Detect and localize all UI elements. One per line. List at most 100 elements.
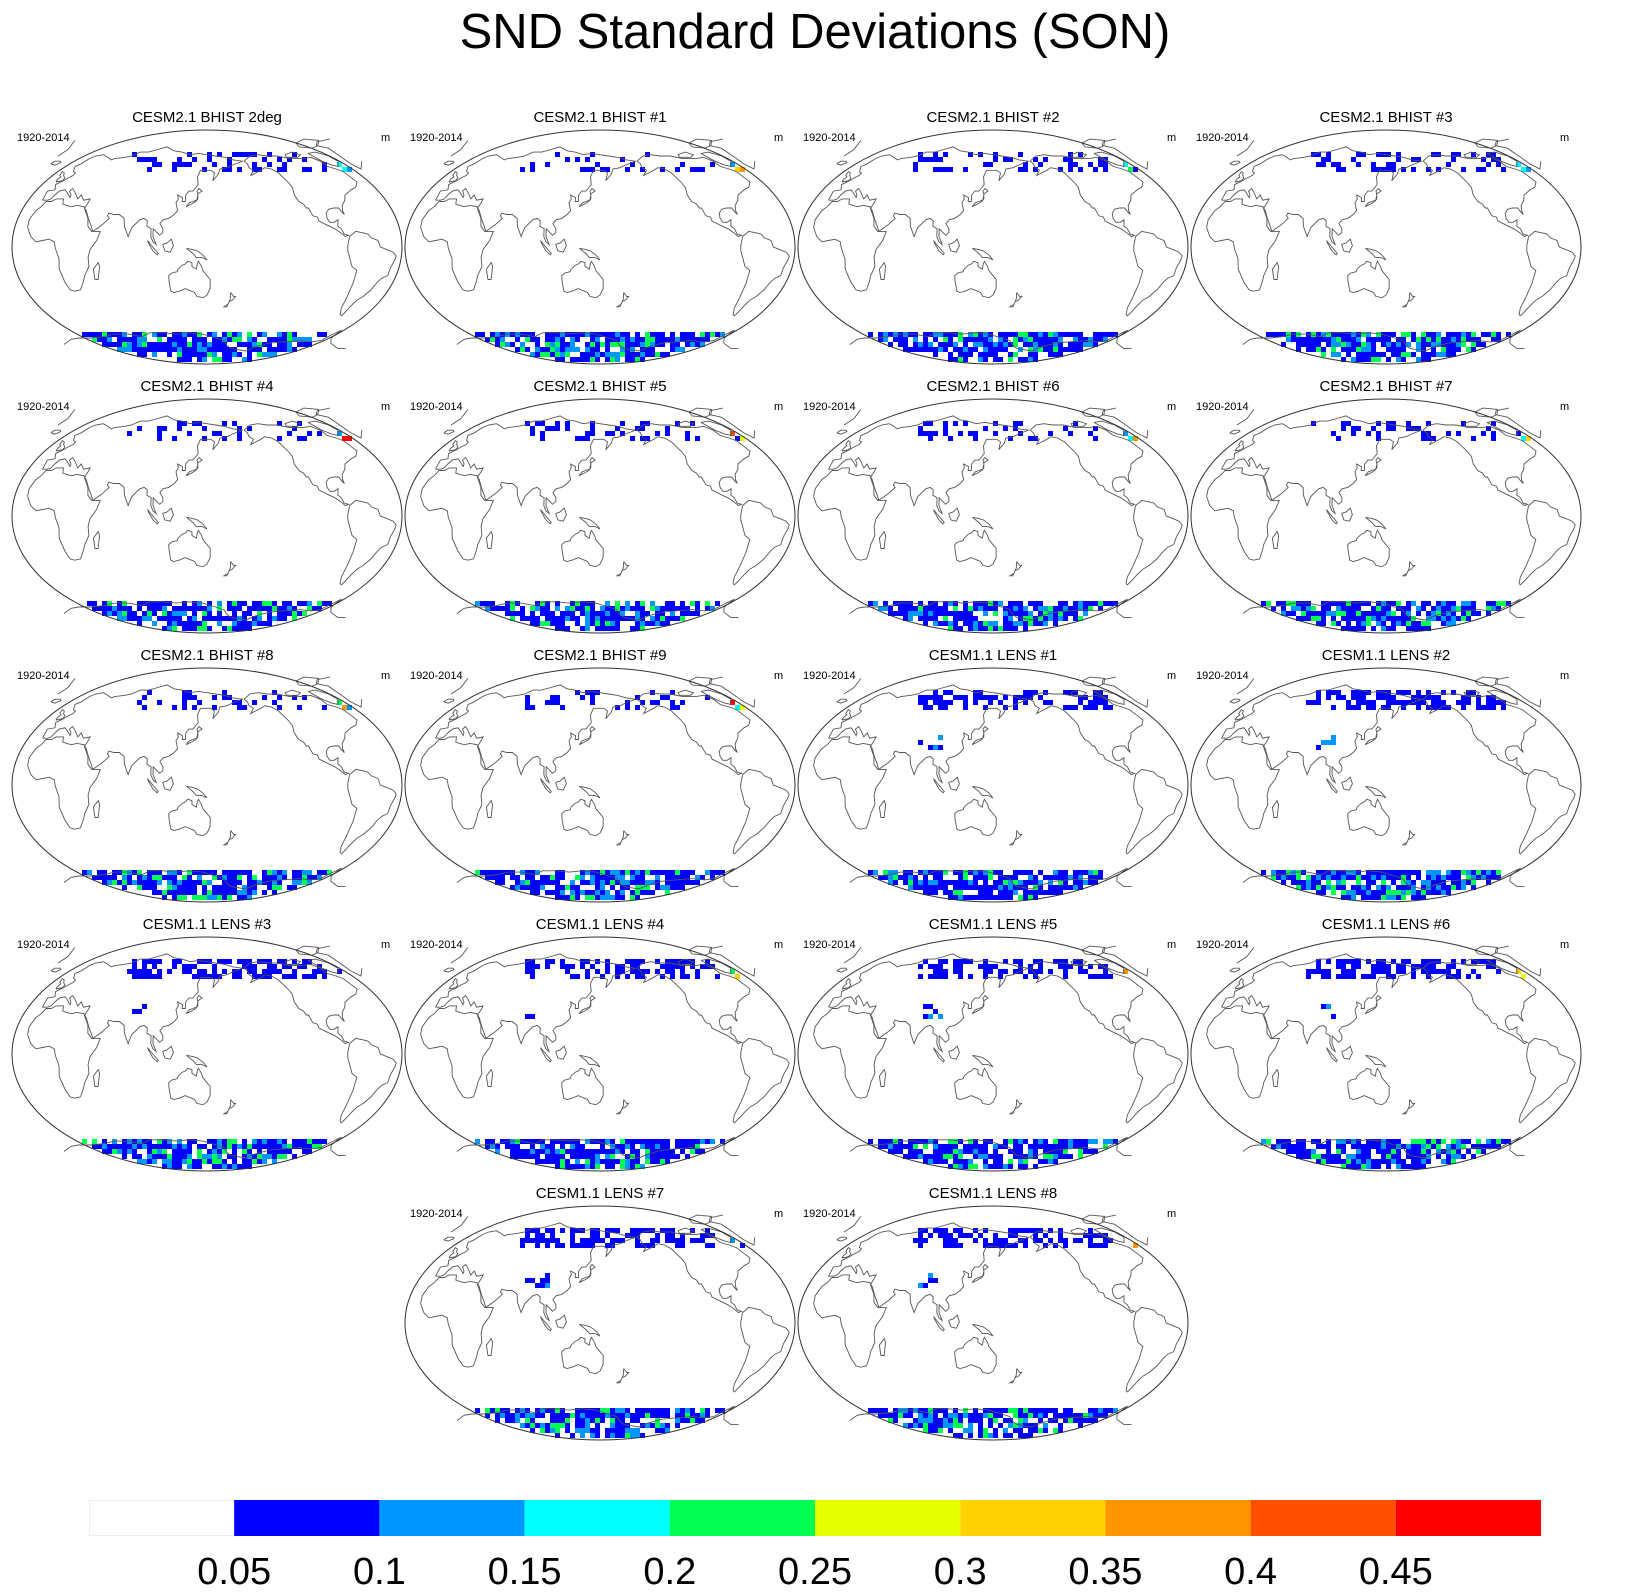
snd-cell [908, 1149, 913, 1154]
snd-cell [282, 167, 287, 172]
snd-cell [1391, 875, 1396, 880]
snd-cell [177, 621, 182, 626]
snd-cell [1361, 357, 1366, 362]
snd-cell [1098, 1243, 1103, 1248]
snd-cell [958, 890, 963, 895]
snd-cell [1361, 347, 1366, 352]
coastline-greenland [843, 138, 1149, 170]
snd-cell [998, 337, 1003, 342]
snd-cell [1376, 885, 1381, 890]
snd-cell [913, 1238, 918, 1243]
snd-cell [575, 436, 580, 441]
snd-cell [1296, 880, 1301, 885]
snd-cell [923, 606, 928, 611]
snd-cell [585, 1243, 590, 1248]
snd-cell [1008, 885, 1013, 890]
snd-cell [297, 337, 302, 342]
snd-cell [1063, 870, 1068, 875]
snd-cell [1053, 616, 1058, 621]
snd-cell [530, 870, 535, 875]
snd-cell [237, 436, 242, 441]
snd-cell [1356, 606, 1361, 611]
snd-cell [938, 705, 943, 710]
snd-cell [1401, 870, 1406, 875]
snd-cell [1028, 616, 1033, 621]
snd-cell [1113, 601, 1118, 606]
snd-cell [1316, 1159, 1321, 1164]
snd-cell [898, 1144, 903, 1149]
snd-cell [157, 880, 162, 885]
snd-cell [112, 1144, 117, 1149]
snd-cell [1326, 870, 1331, 875]
coastline-baffin [307, 689, 339, 705]
snd-cell [983, 1413, 988, 1418]
snd-cell [267, 621, 272, 626]
snd-cell [958, 875, 963, 880]
snd-cell [570, 1243, 575, 1248]
coastline-sumatra [933, 778, 945, 794]
snd-cell [1291, 337, 1296, 342]
coastline-antarctica [849, 1405, 1132, 1428]
snd-cell [127, 431, 132, 436]
snd-cell [620, 870, 625, 875]
snd-cell [177, 421, 182, 426]
snd-cell [262, 890, 267, 895]
snd-cell [983, 1408, 988, 1413]
snd-cell [1346, 626, 1351, 631]
snd-cell [595, 1413, 600, 1418]
snd-cell [540, 1278, 545, 1283]
snd-cell [705, 606, 710, 611]
snd-cell [635, 1238, 640, 1243]
snd-cell [630, 357, 635, 362]
snd-cell [710, 1243, 715, 1248]
snd-cell [192, 626, 197, 631]
snd-cell [1311, 969, 1316, 974]
snd-cell [933, 152, 938, 157]
snd-cell [202, 436, 207, 441]
snd-cell [635, 885, 640, 890]
snd-cell [237, 700, 242, 705]
snd-cell [640, 337, 645, 342]
snd-cell [1451, 974, 1456, 979]
snd-cell [605, 875, 610, 880]
snd-cell [1023, 1164, 1028, 1169]
snd-cell [640, 436, 645, 441]
snd-cell [700, 964, 705, 969]
coastline-madagascar [485, 799, 494, 818]
snd-cell [580, 1144, 585, 1149]
snd-cell [685, 974, 690, 979]
snd-cell [152, 1159, 157, 1164]
snd-cell [625, 959, 630, 964]
snd-cell [943, 969, 948, 974]
snd-cell [923, 1418, 928, 1423]
snd-cell [1301, 337, 1306, 342]
snd-cell [898, 1149, 903, 1154]
snd-cell [595, 1149, 600, 1154]
coastline-japan [1364, 187, 1382, 208]
snd-cell [570, 1139, 575, 1144]
snd-cell [650, 1413, 655, 1418]
snd-cell [187, 875, 192, 880]
snd-cell [680, 332, 685, 337]
snd-cell [1361, 974, 1366, 979]
coastline-greenland [843, 1214, 1149, 1246]
snd-cell [620, 1418, 625, 1423]
snd-cell [1386, 626, 1391, 631]
snd-cell [1386, 601, 1391, 606]
coastline-victoria [677, 689, 695, 696]
snd-cell [217, 895, 222, 900]
colorbar [89, 1500, 1541, 1536]
coastline-newguinea [972, 785, 994, 799]
snd-cell [1431, 616, 1436, 621]
snd-cell [1048, 1238, 1053, 1243]
snd-cell [1098, 700, 1103, 705]
snd-cell [1058, 875, 1063, 880]
snd-cell [1461, 695, 1466, 700]
snd-cell [923, 611, 928, 616]
snd-cell [1471, 337, 1476, 342]
snd-cell [665, 606, 670, 611]
snd-cell [267, 964, 272, 969]
snd-cell [1441, 337, 1446, 342]
snd-cell [1396, 157, 1401, 162]
snd-cell [595, 875, 600, 880]
